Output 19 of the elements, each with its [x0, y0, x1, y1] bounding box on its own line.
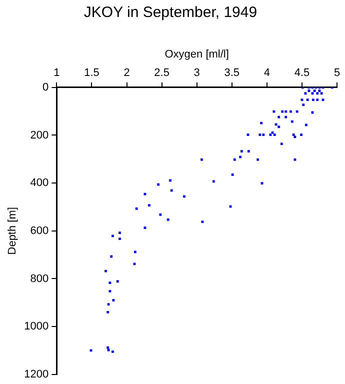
x-tick-label: 1.5	[84, 66, 100, 79]
y-tick-label: 0	[42, 81, 49, 94]
x-tick-label: 4	[264, 66, 270, 79]
x-tick-label: 3	[194, 66, 200, 79]
y-axis-title: Depth [m]	[6, 207, 19, 255]
y-tick-label: 1200	[24, 368, 49, 380]
y-tick-label: 600	[30, 224, 49, 237]
x-axis-title: Oxygen [ml/l]	[164, 48, 229, 61]
x-tick-label: 3.5	[224, 66, 240, 79]
y-tick-label: 800	[30, 272, 49, 285]
x-tick-label: 5	[334, 66, 340, 79]
x-tick-label: 1	[54, 66, 60, 79]
x-tick-label: 2.5	[154, 66, 170, 79]
y-tick-label: 200	[30, 129, 49, 142]
x-tick-label: 4.5	[294, 66, 310, 79]
y-tick-label: 1000	[24, 320, 49, 333]
x-tick-label: 2	[124, 66, 130, 79]
y-tick-label: 400	[30, 177, 49, 190]
chart-title: JKOY in September, 1949	[84, 4, 258, 22]
